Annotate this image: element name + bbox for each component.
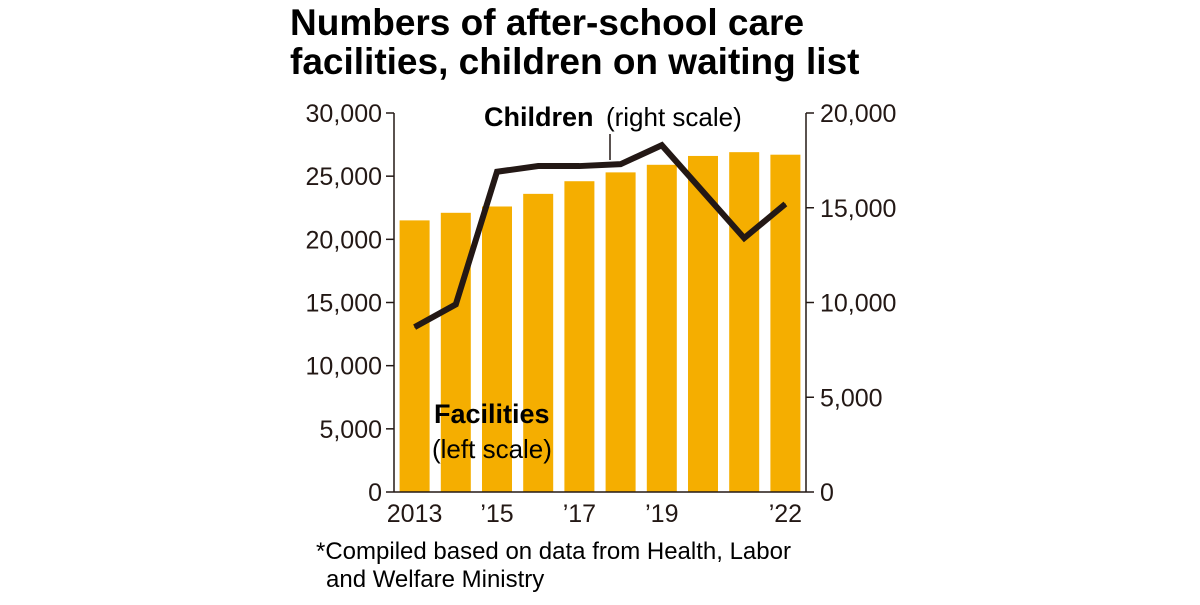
axes-layer: 0 5,000 10,000 15,000 20,000 25,000 30,000 0 5,0… [306, 100, 897, 528]
left-tick-label: 15,000 [306, 290, 382, 318]
x-tick-label: ’22 [769, 500, 802, 528]
bar-facilities-2017 [564, 181, 595, 492]
children-annotation: Children (right scale) [484, 102, 742, 132]
bar-facilities-2014 [440, 212, 471, 492]
right-tick-label: 20,000 [820, 100, 896, 128]
x-tick-label: ’15 [480, 500, 513, 528]
bar-facilities-2015 [482, 206, 512, 492]
x-tick-label: ’17 [563, 500, 596, 528]
x-tick-label: 2013 [387, 500, 443, 528]
bar-facilities-2013 [399, 220, 430, 492]
chart-title-line-1: Numbers of after-school care [290, 2, 804, 43]
left-tick-label: 10,000 [306, 353, 382, 381]
bars-layer [399, 152, 801, 493]
children-point [661, 144, 663, 146]
right-tick-label: 0 [820, 479, 834, 507]
bar-facilities-2016 [523, 193, 554, 492]
right-tick-label: 15,000 [820, 195, 896, 223]
children-point [455, 303, 457, 305]
bar-facilities-2018 [605, 172, 636, 493]
children-point [620, 163, 622, 165]
children-point [743, 237, 745, 239]
source-note-line-2: and Welfare Ministry [326, 566, 544, 593]
source-note-line-1: *Compiled based on data from Health, Lab… [316, 538, 791, 565]
line-layer [413, 141, 788, 330]
children-point [578, 165, 580, 167]
left-tick-label: 30,000 [306, 100, 382, 128]
children-annotation-scale: (right scale) [606, 102, 742, 132]
children-point [784, 203, 786, 205]
chart-title-line-2: facilities, children on waiting list [290, 41, 860, 82]
left-tick-label: 0 [368, 479, 382, 507]
left-tick-label: 25,000 [306, 163, 382, 191]
left-tick-label: 20,000 [306, 226, 382, 254]
x-tick-label: ’19 [645, 500, 678, 528]
children-point [414, 326, 416, 328]
children-annotation-bold: Children [484, 102, 594, 132]
bar-facilities-2021 [729, 152, 760, 492]
bar-facilities-2020 [688, 155, 718, 492]
children-point [496, 171, 498, 173]
facilities-annotation-bold: Facilities [434, 399, 550, 429]
bar-facilities-2019 [646, 164, 677, 492]
children-point [537, 165, 539, 167]
left-tick-label: 5,000 [319, 416, 382, 444]
right-tick-label: 5,000 [820, 384, 883, 412]
facilities-annotation-scale: (left scale) [432, 434, 552, 464]
right-tick-label: 10,000 [820, 290, 896, 318]
